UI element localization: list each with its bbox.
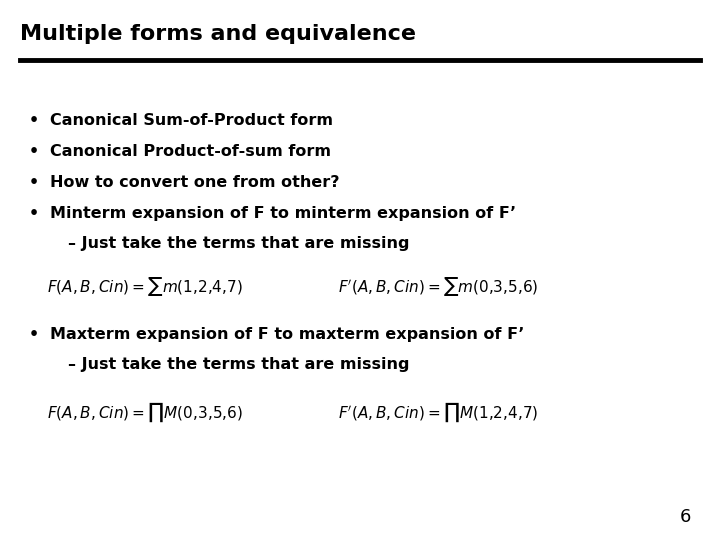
Text: Minterm expansion of F to minterm expansion of F’: Minterm expansion of F to minterm expans… <box>50 206 516 221</box>
Text: •: • <box>29 144 39 159</box>
Text: Canonical Sum-of-Product form: Canonical Sum-of-Product form <box>50 113 333 129</box>
Text: •: • <box>29 113 39 129</box>
Text: $F'(A,B,Cin) = \sum m(0{,}3{,}5{,}6)$: $F'(A,B,Cin) = \sum m(0{,}3{,}5{,}6)$ <box>338 275 539 299</box>
Text: Multiple forms and equivalence: Multiple forms and equivalence <box>20 24 416 44</box>
Text: $F(A,B,Cin) = \sum m(1{,}2{,}4{,}7)$: $F(A,B,Cin) = \sum m(1{,}2{,}4{,}7)$ <box>47 275 243 299</box>
Text: – Just take the terms that are missing: – Just take the terms that are missing <box>68 236 410 251</box>
Text: $F'(A,B,Cin) = \prod M(1{,}2{,}4{,}7)$: $F'(A,B,Cin) = \prod M(1{,}2{,}4{,}7)$ <box>338 401 539 424</box>
Text: •: • <box>29 327 39 342</box>
Text: •: • <box>29 175 39 190</box>
Text: – Just take the terms that are missing: – Just take the terms that are missing <box>68 357 410 373</box>
Text: •: • <box>29 206 39 221</box>
Text: How to convert one from other?: How to convert one from other? <box>50 175 340 190</box>
Text: Canonical Product-of-sum form: Canonical Product-of-sum form <box>50 144 331 159</box>
Text: $F(A,B,Cin) = \prod M(0{,}3{,}5{,}6)$: $F(A,B,Cin) = \prod M(0{,}3{,}5{,}6)$ <box>47 401 243 424</box>
Text: Maxterm expansion of F to maxterm expansion of F’: Maxterm expansion of F to maxterm expans… <box>50 327 525 342</box>
Text: 6: 6 <box>680 509 691 526</box>
